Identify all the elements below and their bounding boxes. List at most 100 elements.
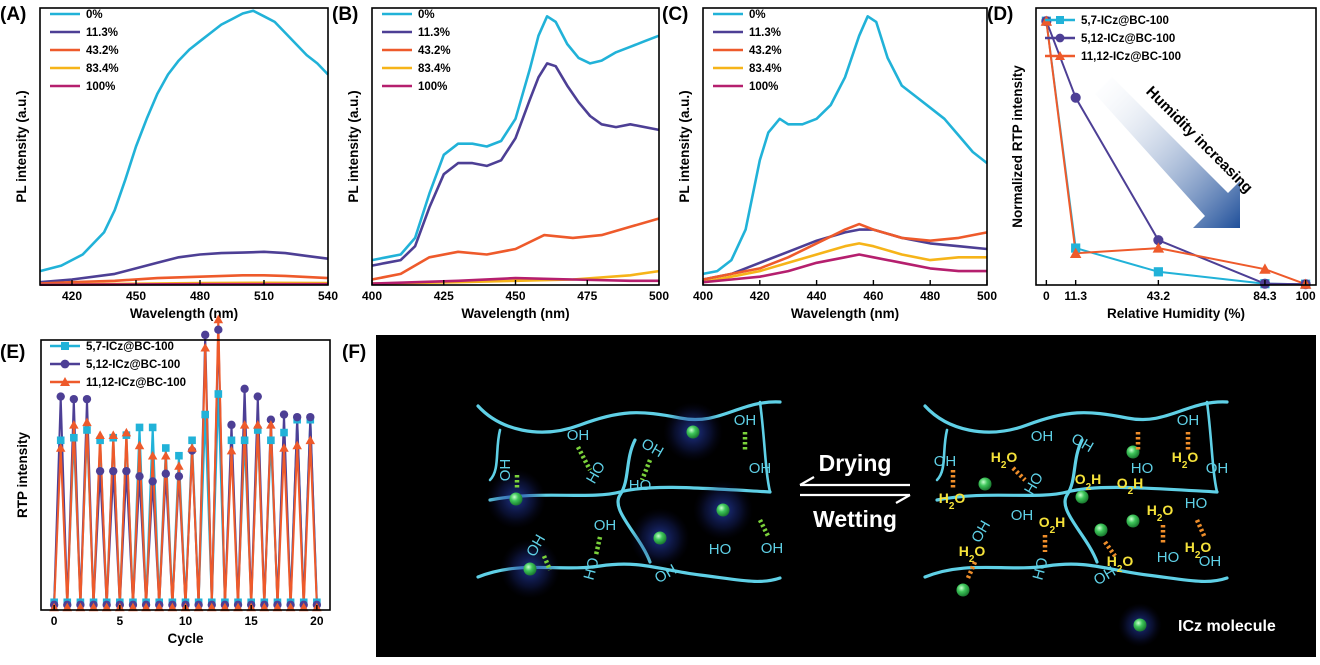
data-point-e-2-18 <box>167 602 178 612</box>
data-point-e-1-25 <box>214 325 223 334</box>
data-point-e-0-25 <box>214 390 223 398</box>
data-point-e-0-7 <box>96 436 104 445</box>
data-point-e-2-35 <box>279 443 289 452</box>
ho-label-left-5: HO <box>581 556 603 582</box>
series-line-c-2 <box>702 222 988 281</box>
x-tick-label-d-2: 43.2 <box>1147 289 1171 303</box>
oh-label-left-5: OH <box>594 517 617 534</box>
water-right-2: O2H <box>1075 471 1102 493</box>
x-tick-label-c-1: 420 <box>750 289 770 303</box>
data-point-e-2-7 <box>95 430 105 439</box>
data-point-e-1-35 <box>279 410 289 419</box>
chart-c: 400 420 440 460 480 500 Wavelength (nm) PL inte… <box>677 7 997 321</box>
hbond-left-5 <box>593 536 603 556</box>
series-line-b-0 <box>371 14 660 262</box>
equilibrium-arrows <box>799 476 911 504</box>
data-point-e-2-3 <box>69 420 79 429</box>
icz-molecule-left-4 <box>686 425 700 439</box>
water-right-0: H2O <box>939 490 966 512</box>
legend-label-c-4: 100% <box>749 81 778 93</box>
legend-molecule-label: ICz molecule <box>1178 618 1276 635</box>
chart-e: 0 5 10 15 20 Cycle RTP intensity 5,7-ICz@BC-100… <box>15 314 331 646</box>
data-point-e-2-29 <box>239 420 250 429</box>
legend-label-a-0: 0% <box>86 9 103 21</box>
y-axis-label-b: PL intensity (a.u.) <box>346 90 361 202</box>
oh-label-left-0: OH <box>497 459 514 482</box>
icz-molecule-right-1 <box>1075 490 1089 504</box>
oh-label-right-4b: OH <box>1206 460 1229 477</box>
x-tick-label-a-0: 420 <box>62 289 82 303</box>
legend-label-d-0: 5,7-ICz@BC-100 <box>1081 15 1169 27</box>
series-line-c-1 <box>702 228 988 281</box>
ho-label-right-3: HO <box>1131 460 1154 477</box>
oh-label-right-5: OH <box>1011 507 1034 524</box>
hbond-left-1 <box>576 445 592 472</box>
data-point-e-1-15 <box>148 477 157 486</box>
data-point-e-1-17 <box>161 469 170 478</box>
oh-label-right-1: OH <box>1031 428 1054 445</box>
data-point-e-2-6 <box>88 602 99 612</box>
icz-molecule-left-0 <box>509 492 523 506</box>
x-tick-label-c-2: 440 <box>807 289 827 303</box>
data-point-e-2-27 <box>226 445 237 455</box>
fiber <box>488 428 502 482</box>
data-point-e-1-23 <box>201 330 210 340</box>
data-point-e-0-21 <box>188 436 196 445</box>
legend-label-c-2: 43.2% <box>749 45 782 57</box>
chart-a: 420 450 480 510 540 Wavelength (nm) PL intensi… <box>14 7 338 321</box>
data-point-e-2-9 <box>108 430 118 439</box>
data-point-e-1-11 <box>122 466 131 476</box>
ho-label-right-10: HO <box>1185 495 1208 512</box>
data-point-e-2-39 <box>305 435 316 445</box>
hbond-left-2 <box>639 459 653 481</box>
water-right-3: O2H <box>1117 475 1144 497</box>
y-axis-label-a: PL intensity (a.u.) <box>14 90 29 202</box>
legend-label-d-1: 5,12-ICz@BC-100 <box>1081 33 1175 45</box>
data-point-e-2-24 <box>207 602 217 612</box>
legend-label-a-1: 11.3% <box>86 27 118 39</box>
ho-label-left-7: HO <box>709 541 732 558</box>
legend-label-a-2: 43.2% <box>86 45 119 57</box>
legend-label-a-3: 83.4% <box>86 63 119 75</box>
data-point-e-0-13 <box>135 423 144 432</box>
fiber <box>1063 438 1099 564</box>
data-point-e-1-27 <box>227 420 236 430</box>
data-point-e-1-1 <box>56 392 65 401</box>
data-point-e-2-25 <box>213 314 224 324</box>
data-point-e-2-19 <box>174 461 184 470</box>
x-axis-label-d: Relative Humidity (%) <box>1107 306 1245 321</box>
x-axis-label-c: Wavelength (nm) <box>791 306 899 321</box>
data-point-e-2-36 <box>285 602 296 612</box>
data-point-e-2-11 <box>121 427 132 437</box>
x-tick-label-b-2: 450 <box>505 289 525 303</box>
data-point-d-2-3 <box>1259 263 1271 274</box>
legend-label-e-0: 5,7-ICz@BC-100 <box>86 341 174 353</box>
ho-label-right-8: HO <box>1157 549 1180 566</box>
oh-label-left-1: OH <box>567 427 590 444</box>
series-line-c-3 <box>702 242 987 284</box>
icz-molecule-right-0 <box>978 477 992 491</box>
data-point-e-2-33 <box>266 420 276 429</box>
series-line-a-1 <box>39 250 329 284</box>
x-tick-label-c-0: 400 <box>693 289 713 303</box>
x-tick-label-e-3: 15 <box>245 614 259 628</box>
legend-label-b-0: 0% <box>418 9 435 21</box>
data-point-e-2-21 <box>187 443 197 452</box>
data-point-e-0-29 <box>240 436 249 445</box>
water-right-9: H2O <box>1185 539 1212 561</box>
y-axis-label-e: RTP intensity <box>15 432 30 519</box>
x-tick-label-a-2: 480 <box>190 289 210 303</box>
chart-d: 0 11.3 43.2 84.3 100 Relative Humidity (%) Nor… <box>1010 7 1317 321</box>
data-point-e-2-12 <box>128 602 138 612</box>
series-line-b-2 <box>371 217 660 281</box>
legend-label-b-2: 43.2% <box>418 45 451 57</box>
data-point-e-2-2 <box>62 602 73 612</box>
oh-label-right-4: OH <box>1177 412 1200 429</box>
data-point-d-1-1 <box>1070 92 1081 103</box>
x-axis-label-e: Cycle <box>167 631 204 646</box>
fiber <box>758 400 772 494</box>
series-line-e-0 <box>53 393 318 604</box>
data-point-e-1-7 <box>95 466 105 476</box>
data-point-e-0-19 <box>175 451 183 460</box>
